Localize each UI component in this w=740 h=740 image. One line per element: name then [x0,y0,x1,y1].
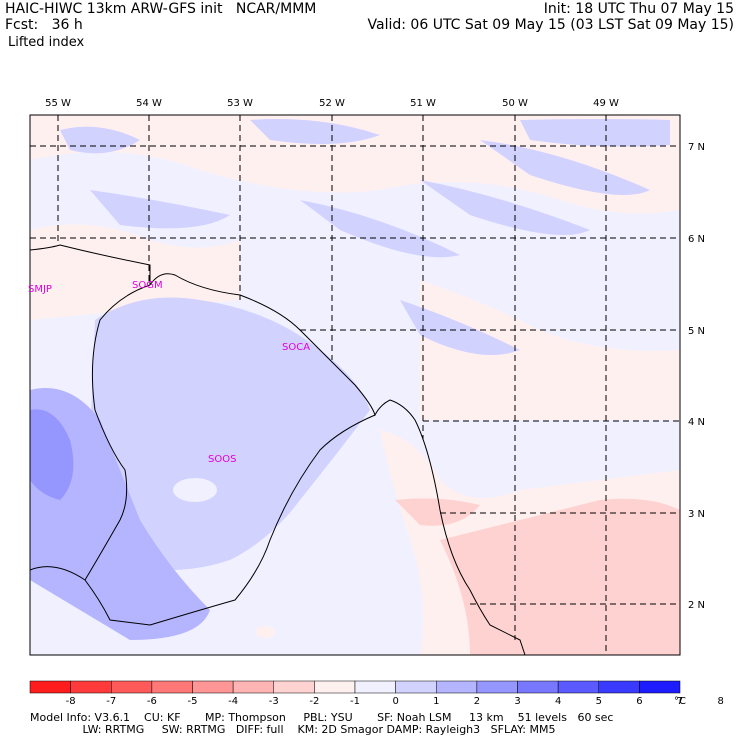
colorbar-swatch [232,680,274,694]
colorbar-tick-label: 2 [474,696,480,707]
lat-label-7n: 7 N [688,142,705,153]
colorbar-swatch [70,680,112,694]
graticule [30,115,680,655]
colorbar-swatch [29,680,71,694]
colorbar-swatch [151,680,193,694]
lon-label-53w: 53 W [227,98,253,109]
field-name: Lifted index [8,35,85,50]
lon-label-54w: 54 W [136,98,162,109]
colorbar-swatch [436,680,478,694]
colorbar-swatch [476,680,518,694]
colorbar-tick-label: -6 [147,696,157,707]
station-sogm: SOGM [132,280,163,291]
header-init-time: Init: 18 UTC Thu 07 May 15 [543,1,734,17]
lon-label-50w: 50 W [502,98,528,109]
station-labels: SMJP SOGM SOCA SOOS [28,280,310,465]
colorbar-tick-label: -5 [188,696,198,707]
station-smjp: SMJP [28,284,52,295]
colorbar-swatch [598,680,640,694]
lon-label-51w: 51 W [410,98,436,109]
lon-label-55w: 55 W [45,98,71,109]
colorbar-tick-label: 6 [636,696,642,707]
lon-label-49w: 49 W [593,98,619,109]
lifted-index-field [30,115,680,655]
header-valid-time: Valid: 06 UTC Sat 09 May 15 (03 LST Sat … [367,17,734,33]
colorbar-tick-label: 4 [555,696,561,707]
colorbar-swatch [192,680,234,694]
colorbar: -8 -7 -6 -5 -4 -3 -2 -1 0 1 2 3 4 5 6 7 8 [29,680,724,707]
lat-label-6n: 6 N [688,234,705,245]
colorbar-swatch [639,680,681,694]
colorbar-swatch [354,680,396,694]
colorbar-swatch [273,680,315,694]
colorbar-tick-label: -2 [309,696,319,707]
header-forecast-hour: Fcst: 36 h [5,17,83,33]
station-soca: SOCA [282,342,310,353]
station-soos: SOOS [208,454,236,465]
colorbar-tick-label: -8 [66,696,76,707]
lat-label-3n: 3 N [688,509,705,520]
footer-physics-info: LW: RRTMG SW: RRTMG DIFF: full KM: 2D Sm… [30,723,556,736]
latitude-labels: 7 N 6 N 5 N 4 N 3 N 2 N [688,142,705,611]
colorbar-tick-label: -7 [106,696,116,707]
colorbar-swatch [111,680,153,694]
colorbar-tick-label: 7 [677,696,683,707]
footer-model-info: Model Info: V3.6.1 CU: KF MP: Thompson P… [30,711,614,724]
lat-label-4n: 4 N [688,417,705,428]
lat-label-2n: 2 N [688,600,705,611]
colorbar-swatch [517,680,559,694]
colorbar-swatch [557,680,599,694]
colorbar-tick-label: 3 [514,696,520,707]
lat-label-5n: 5 N [688,326,705,337]
plot-frame [29,114,681,656]
colorbar-tick-label: -3 [269,696,279,707]
colorbar-tick-label: 5 [596,696,602,707]
colorbar-tick-label: 0 [392,696,398,707]
colorbar-swatch [395,680,437,694]
colorbar-unit: °C [674,696,686,707]
colorbar-tick-label: 1 [433,696,439,707]
colorbar-tick-label: -4 [228,696,238,707]
colorbar-tick-label: -1 [350,696,360,707]
longitude-labels: 55 W 54 W 53 W 52 W 51 W 50 W 49 W [45,98,619,109]
header-title: HAIC-HIWC 13km ARW-GFS init NCAR/MMM [5,1,317,17]
colorbar-tick-label: 8 [717,696,723,707]
lon-label-52w: 52 W [319,98,345,109]
colorbar-swatch [314,680,356,694]
